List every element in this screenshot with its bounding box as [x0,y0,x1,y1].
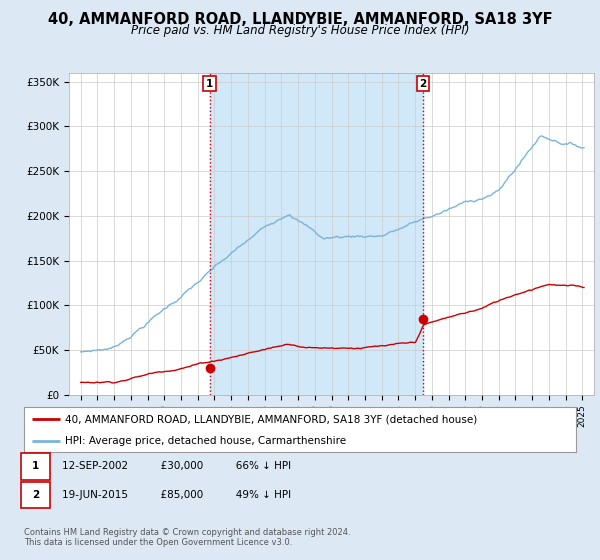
Text: 12-SEP-2002          £30,000          66% ↓ HPI: 12-SEP-2002 £30,000 66% ↓ HPI [62,461,291,472]
Bar [209,73,423,395]
Text: Price paid vs. HM Land Registry's House Price Index (HPI): Price paid vs. HM Land Registry's House … [131,24,469,36]
Text: Contains HM Land Registry data © Crown copyright and database right 2024.
This d: Contains HM Land Registry data © Crown c… [24,528,350,547]
Text: 40, AMMANFORD ROAD, LLANDYBIE, AMMANFORD, SA18 3YF: 40, AMMANFORD ROAD, LLANDYBIE, AMMANFORD… [47,12,553,27]
Text: 1: 1 [32,461,39,472]
Text: 19-JUN-2015          £85,000          49% ↓ HPI: 19-JUN-2015 £85,000 49% ↓ HPI [62,490,291,500]
Text: 2: 2 [32,490,39,500]
Text: 2: 2 [419,78,427,88]
Text: 1: 1 [206,78,213,88]
Text: 40, AMMANFORD ROAD, LLANDYBIE, AMMANFORD, SA18 3YF (detached house): 40, AMMANFORD ROAD, LLANDYBIE, AMMANFORD… [65,414,478,424]
Text: HPI: Average price, detached house, Carmarthenshire: HPI: Average price, detached house, Carm… [65,436,347,446]
